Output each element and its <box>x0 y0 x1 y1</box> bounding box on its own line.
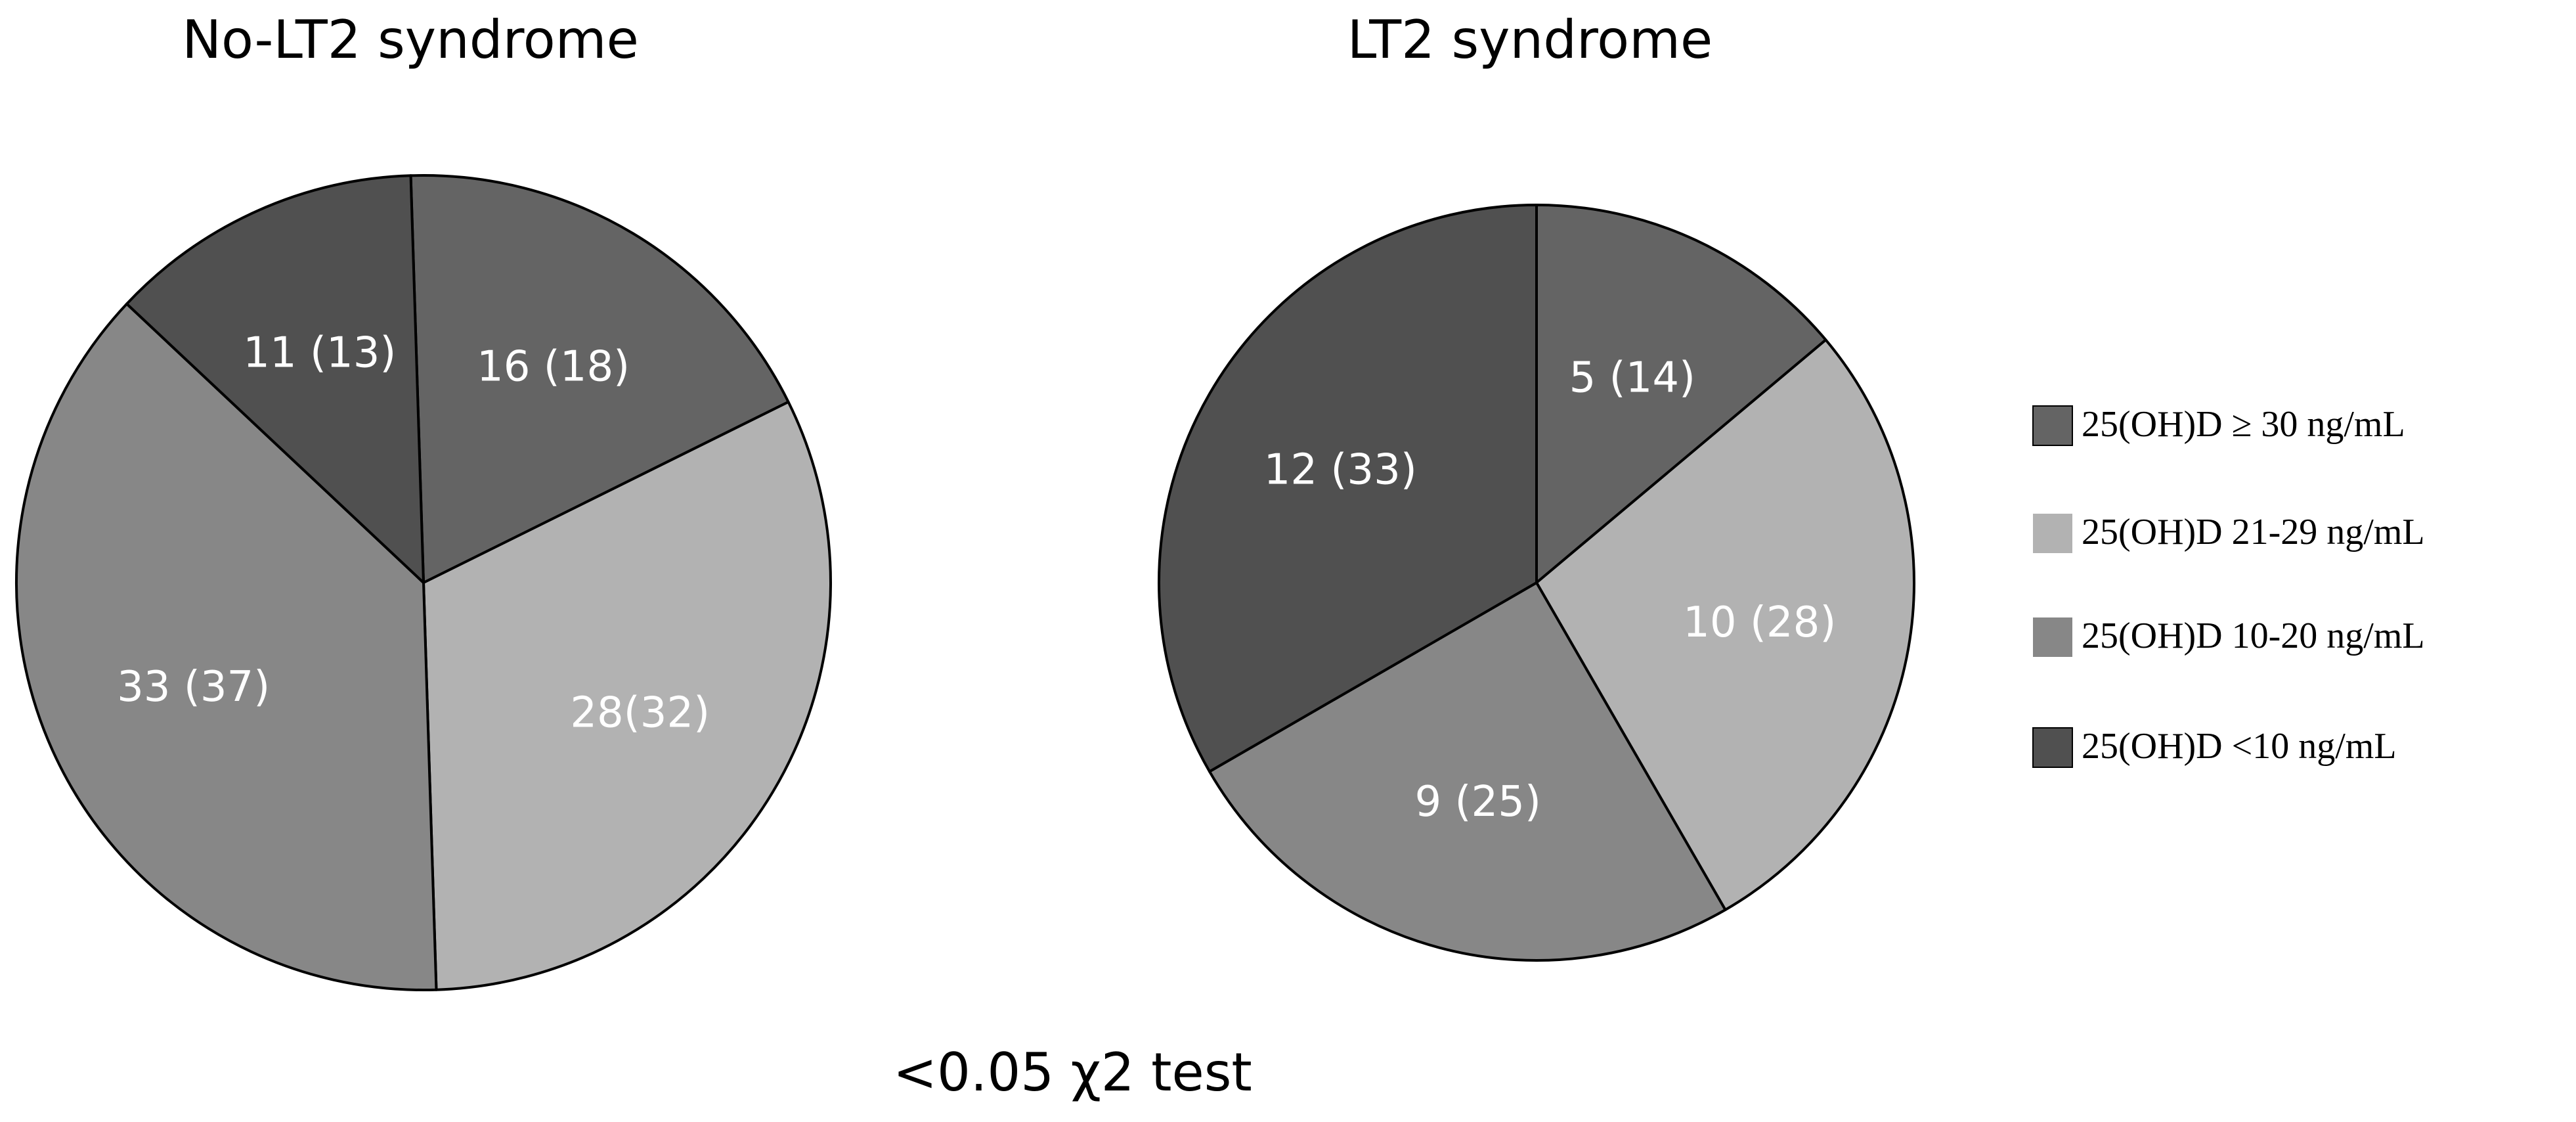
pie-0-slice-2 <box>15 302 438 991</box>
pie-1-slice-2 <box>1208 581 1727 962</box>
pie-1-slice-3 <box>1158 204 1538 773</box>
pie-0: 16 (18) 28(32) 33 (37) 11 (13) No-LT2 syndro… <box>15 9 832 991</box>
pie-1-slice-0 <box>1535 204 1827 584</box>
legend-label-1: 25(OH)D 21-29 ng/mL <box>2082 512 2425 552</box>
pie-0-title: No-LT2 syndrome <box>182 9 639 70</box>
pie-1-slice-label-3: 12 (33) <box>1264 446 1417 495</box>
pie-1-slice-1 <box>1535 338 1915 911</box>
pie-1-slice-label-0: 5 (14) <box>1569 353 1695 402</box>
pie-1-title: LT2 syndrome <box>1347 9 1713 70</box>
footnote: <0.05 χ2 test <box>893 1042 1252 1103</box>
legend: 25(OH)D ≥ 30 ng/mL 25(OH)D 21-29 ng/mL 2… <box>2032 404 2425 768</box>
pie-1: 5 (14) 10 (28) 9 (25) 12 (33) LT2 syndrome <box>1158 9 1915 962</box>
legend-swatch-2 <box>2033 617 2072 657</box>
legend-swatch-3 <box>2032 727 2073 768</box>
legend-label-0: 25(OH)D ≥ 30 ng/mL <box>2082 404 2405 445</box>
pie-0-slice-label-1: 28(32) <box>570 689 710 738</box>
pie-0-slice-label-3: 11 (13) <box>243 329 396 378</box>
pie-0-slice-0 <box>409 174 790 584</box>
pies-group: 16 (18) 28(32) 33 (37) 11 (13) No-LT2 syndro… <box>15 9 1915 991</box>
pie-1-slice-label-2: 9 (25) <box>1414 778 1540 826</box>
pie-1-slice-label-1: 10 (28) <box>1683 598 1836 647</box>
pie-0-slice-3 <box>125 174 425 584</box>
legend-swatch-1 <box>2033 514 2072 553</box>
pie-0-slice-1 <box>422 400 832 991</box>
pie-0-slice-label-0: 16 (18) <box>477 342 630 391</box>
pie-0-slice-label-2: 33 (37) <box>117 663 270 711</box>
legend-label-3: 25(OH)D <10 ng/mL <box>2082 726 2397 767</box>
legend-swatch-0 <box>2032 405 2073 446</box>
legend-label-2: 25(OH)D 10-20 ng/mL <box>2082 616 2425 656</box>
